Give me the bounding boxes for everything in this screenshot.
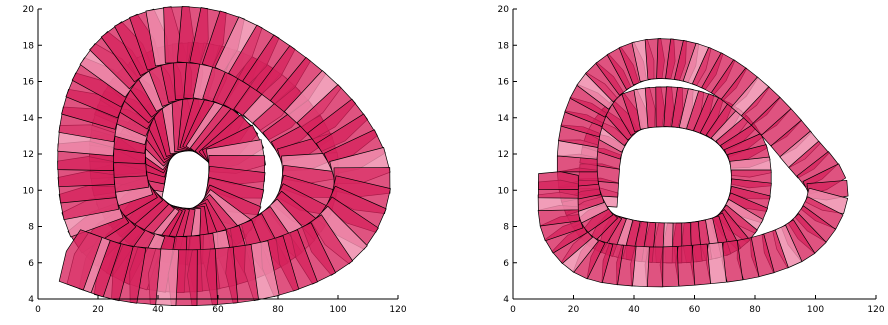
y-tick-label: 6 [28, 259, 34, 269]
y-tick-label: 4 [28, 295, 34, 305]
x-tick-label: 20 [92, 305, 104, 315]
shape-sequence [57, 5, 391, 306]
polygon-mark [58, 229, 103, 291]
y-tick-label: 10 [23, 186, 35, 196]
x-tick-label: 40 [152, 305, 164, 315]
axes: 0 20 40 60 80 100 120 4 6 8 10 12 14 16 18 20 [23, 5, 407, 315]
y-tick-label: 8 [28, 223, 34, 233]
x-tick-label: 0 [35, 305, 41, 315]
x-tick-label: 100 [329, 305, 346, 315]
x-tick-label: 80 [272, 305, 284, 315]
x-tick-label: 60 [212, 305, 224, 315]
y-tick-label: 16 [23, 78, 35, 88]
y-tick-label: 14 [23, 114, 35, 124]
x-tick-label: 120 [389, 305, 406, 315]
y-tick-label: 12 [23, 150, 34, 160]
y-tick-label: 18 [23, 41, 35, 51]
y-tick-label: 20 [23, 5, 35, 15]
